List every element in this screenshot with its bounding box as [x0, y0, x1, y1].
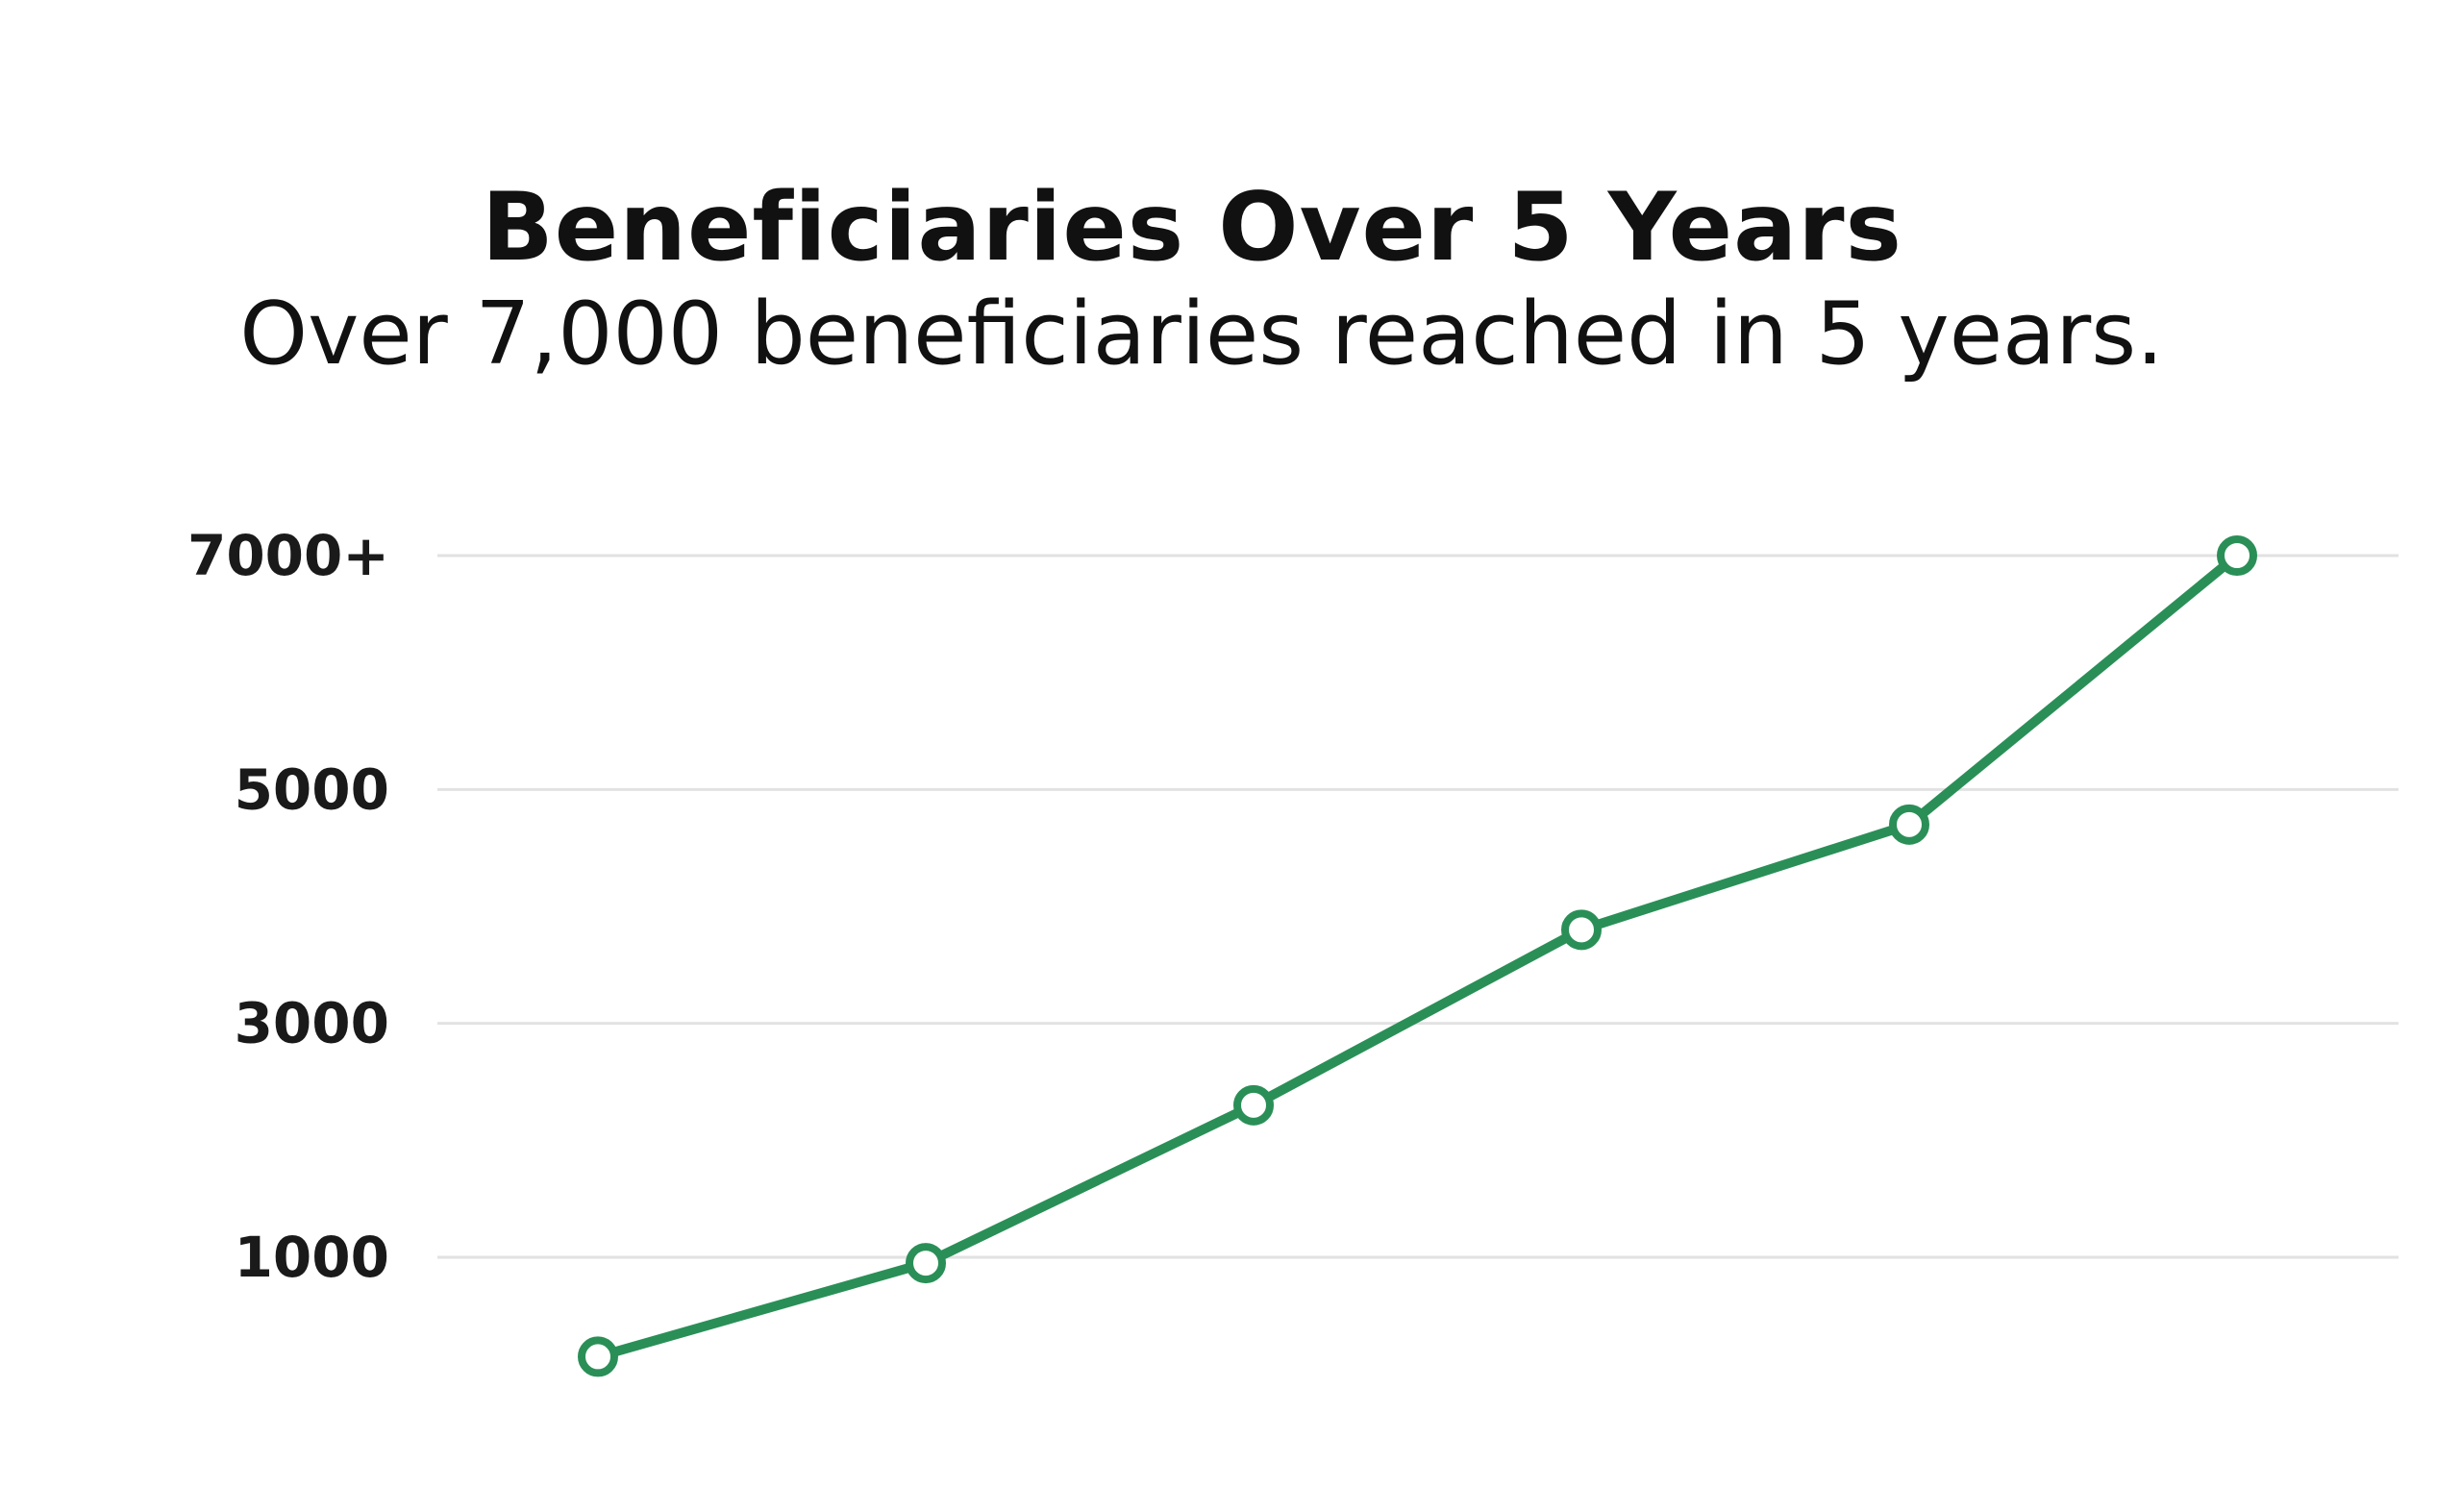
series-points [578, 535, 2257, 1377]
y-axis-ticks: 1000 3000 5000 7000+ [187, 523, 389, 1290]
y-tick-label: 1000 [235, 1225, 389, 1290]
series-line [593, 551, 2242, 1362]
data-point-3 [1233, 1084, 1274, 1126]
chart-subtitle: Over 7,000 beneficiaries reached in 5 ye… [239, 284, 2164, 384]
data-point-6 [2217, 535, 2257, 576]
y-tick-label: 3000 [235, 991, 389, 1056]
grid-lines [437, 554, 2399, 1259]
series-line-group [593, 551, 2242, 1362]
y-tick-label: 7000+ [187, 523, 389, 588]
data-point-5 [1889, 804, 1929, 845]
data-point-2 [906, 1243, 946, 1284]
y-tick-label: 5000 [235, 756, 389, 822]
data-point-4 [1561, 909, 1602, 951]
chart-title: Beneficiaries Over 5 Years [482, 173, 1902, 283]
data-point-1 [578, 1336, 618, 1377]
